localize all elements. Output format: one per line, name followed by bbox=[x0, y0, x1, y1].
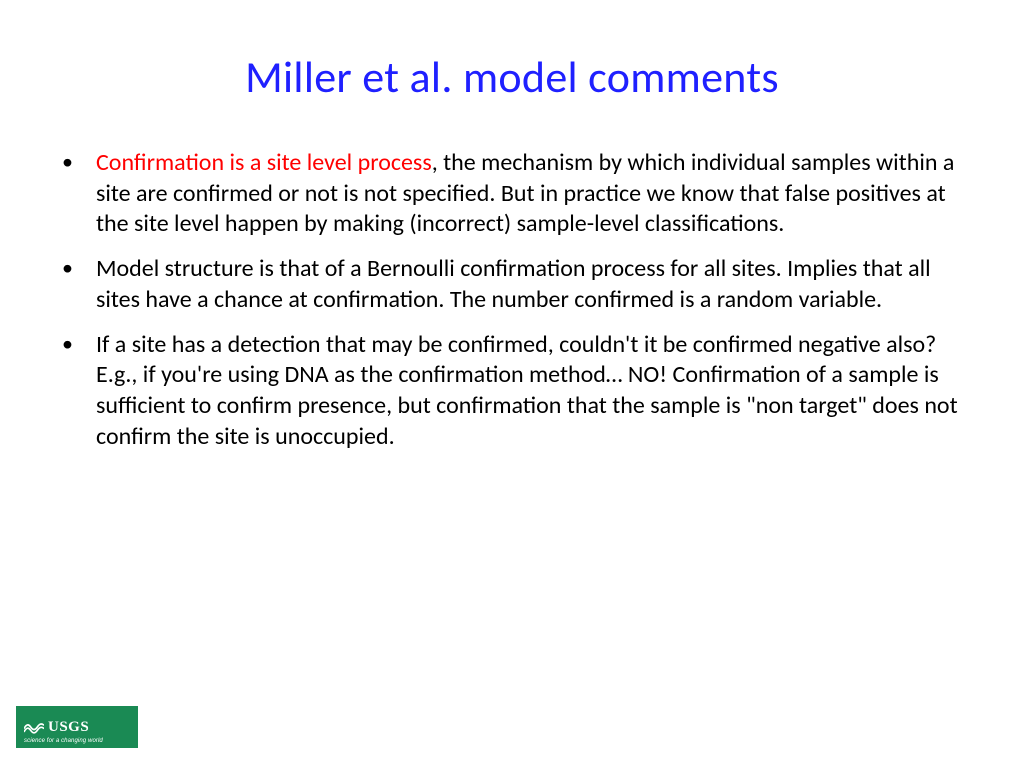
bullet-list: Confirmation is a site level process, th… bbox=[56, 148, 968, 452]
slide-body: Confirmation is a site level process, th… bbox=[48, 148, 976, 452]
wave-icon bbox=[24, 720, 44, 734]
bullet-text: Model structure is that of a Bernoulli c… bbox=[96, 254, 931, 314]
bullet-emphasis: Confirmation is a site level process bbox=[96, 148, 432, 177]
usgs-logo: USGS science for a changing world bbox=[16, 706, 138, 748]
list-item: If a site has a detection that may be co… bbox=[56, 330, 968, 453]
logo-tagline: science for a changing world bbox=[24, 738, 103, 744]
slide-title: Miller et al. model comments bbox=[48, 50, 976, 104]
logo-text: USGS bbox=[48, 720, 89, 735]
list-item: Confirmation is a site level process, th… bbox=[56, 148, 968, 240]
list-item: Model structure is that of a Bernoulli c… bbox=[56, 254, 968, 315]
bullet-text: If a site has a detection that may be co… bbox=[96, 330, 958, 451]
logo-mark: USGS bbox=[24, 720, 89, 735]
slide: Miller et al. model comments Confirmatio… bbox=[0, 0, 1024, 768]
